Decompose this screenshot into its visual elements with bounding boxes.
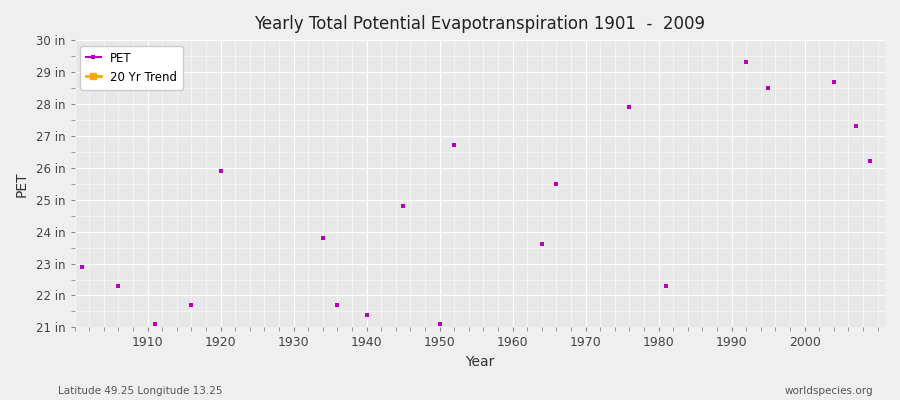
Y-axis label: PET: PET	[15, 171, 29, 196]
Text: worldspecies.org: worldspecies.org	[785, 386, 873, 396]
PET	[76, 264, 87, 269]
Text: Latitude 49.25 Longitude 13.25: Latitude 49.25 Longitude 13.25	[58, 386, 223, 396]
Line: PET: PET	[80, 60, 872, 326]
Legend: PET, 20 Yr Trend: PET, 20 Yr Trend	[80, 46, 183, 90]
X-axis label: Year: Year	[465, 355, 494, 369]
PET	[865, 159, 876, 164]
Title: Yearly Total Potential Evapotranspiration 1901  -  2009: Yearly Total Potential Evapotranspiratio…	[255, 15, 706, 33]
